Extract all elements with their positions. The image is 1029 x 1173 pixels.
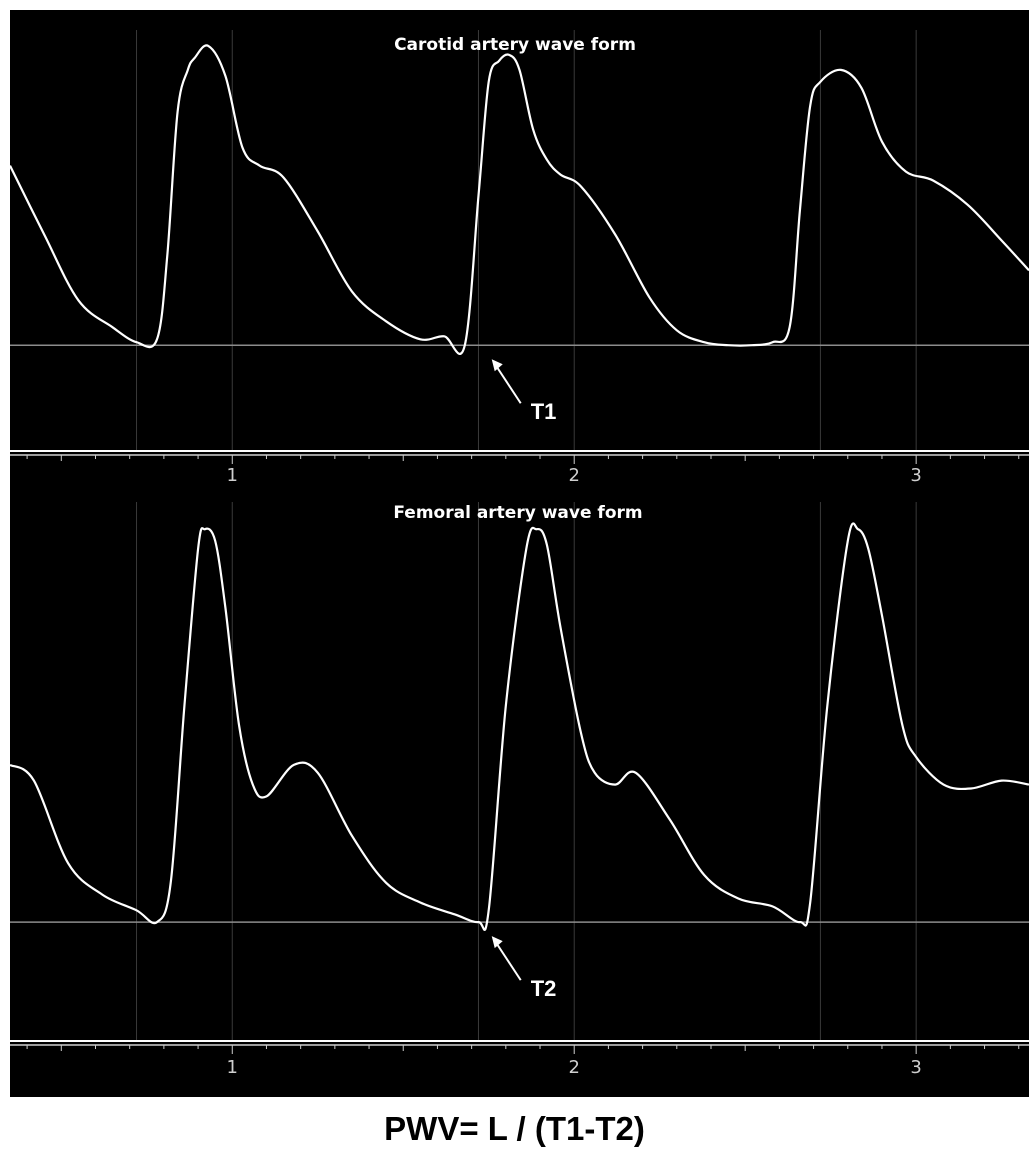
carotid-title: Carotid artery wave form xyxy=(394,35,636,55)
carotid-tick-label: 2 xyxy=(568,465,579,486)
t1-arrow-shaft xyxy=(494,364,522,404)
femoral-plot-background xyxy=(10,482,1029,1040)
carotid-axis-strip xyxy=(10,452,1029,482)
carotid-panel: Carotid artery wave form T1 1 2 3 xyxy=(9,10,1029,486)
t2-marker: T2 xyxy=(491,936,557,1001)
t1-marker: T1 xyxy=(491,359,557,424)
t1-label: T1 xyxy=(531,399,557,424)
femoral-panel: Femoral artery wave form T2 1 2 3 xyxy=(9,482,1029,1097)
femoral-title: Femoral artery wave form xyxy=(393,503,642,523)
carotid-x-axis: 1 2 3 xyxy=(10,454,1029,486)
t2-arrow-shaft xyxy=(494,941,522,981)
femoral-axis-strip xyxy=(10,1042,1029,1097)
t2-arrow-head xyxy=(491,936,503,949)
femoral-trace xyxy=(9,522,1029,931)
femoral-tick-label: 3 xyxy=(910,1057,921,1078)
femoral-x-axis: 1 2 3 xyxy=(10,1044,1029,1078)
t1-arrow-head xyxy=(491,359,503,372)
t2-label: T2 xyxy=(531,976,557,1001)
carotid-tick-label: 3 xyxy=(910,465,921,486)
femoral-tick-label: 1 xyxy=(227,1057,238,1078)
carotid-trace xyxy=(9,44,1029,355)
carotid-plot-background xyxy=(10,10,1029,450)
carotid-tick-label: 1 xyxy=(227,465,238,486)
pwv-formula: PWV= L / (T1-T2) xyxy=(384,1110,645,1147)
femoral-tick-label: 2 xyxy=(568,1057,579,1078)
